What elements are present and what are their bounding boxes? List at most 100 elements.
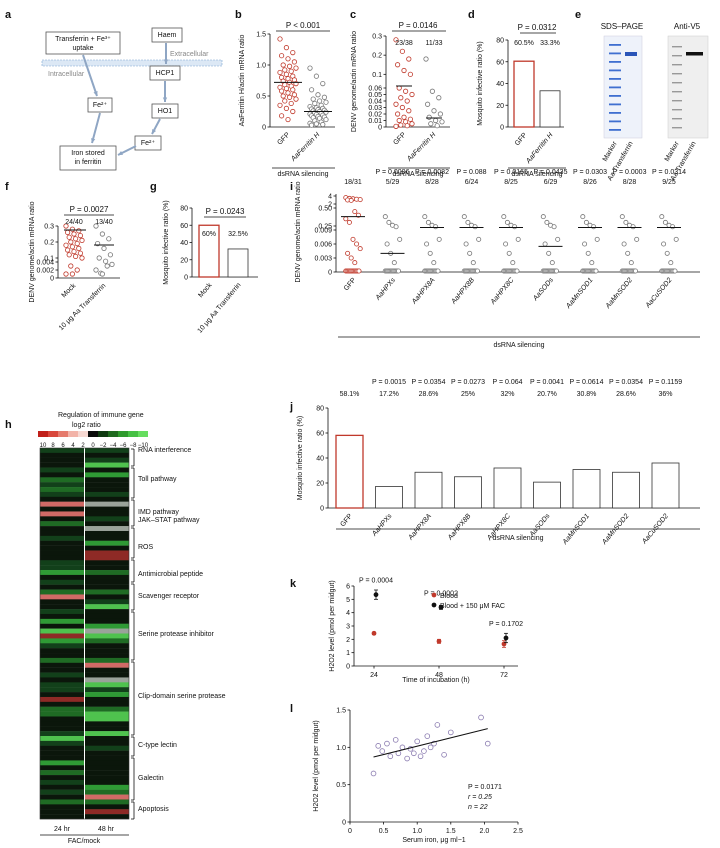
panel-l-point: [370, 770, 377, 777]
heatmap-cell: [85, 692, 129, 698]
heatmap-cell: [40, 667, 84, 673]
panel-i-point: [661, 241, 667, 247]
panel-b-point: [283, 45, 289, 51]
heatmap-cell: [85, 750, 129, 756]
panel-c-point: [437, 111, 443, 117]
panel-d-y-tick-label: 80: [496, 38, 504, 45]
panel-i-point: [424, 241, 430, 247]
heatmap-cell: [85, 672, 129, 678]
panel-f-point: [63, 271, 69, 277]
panel-i-point: [591, 224, 597, 230]
panel-g-y-tick-label: 40: [180, 240, 188, 247]
panel-j-value-label: 20.7%: [537, 391, 557, 398]
western-blot: [667, 35, 709, 139]
panel-f-point: [69, 244, 76, 250]
hcp1-text: HCP1: [156, 70, 175, 77]
heatmap-cell: [85, 696, 129, 703]
panel-i-point: [461, 214, 467, 220]
panel-l-y-tick-label: 0.5: [336, 782, 346, 789]
panel-b-point: [278, 88, 285, 94]
heatmap-cell: [85, 662, 129, 668]
panel-i-pvalue: P = 0.088: [456, 169, 486, 176]
heatmap-cell: [40, 555, 84, 561]
panel-i-point: [501, 214, 507, 220]
heatmap-cell: [85, 726, 129, 732]
panel-i-y-tick-label: 0.003: [314, 256, 332, 263]
arrow-ho1-fe2-head: [152, 129, 157, 134]
panel-c-y-tick-label: 0.02: [368, 112, 382, 119]
panel-k-y-tick-label: 3: [346, 624, 350, 631]
ferritin-store-box: [59, 145, 117, 171]
panel-c-x-tick-label: AaFerritin H: [405, 131, 438, 164]
panel-j-value-label: 32%: [500, 391, 514, 398]
heatmap-frame: [39, 447, 130, 820]
heatmap-cell: [85, 457, 129, 463]
heatmap-cell: [85, 765, 129, 771]
heatmap-cell: [40, 784, 84, 790]
heatmap-cell: [40, 740, 84, 746]
panel-b-point: [278, 53, 285, 59]
panel-b-point: [282, 98, 288, 104]
heatmap-cell: [85, 540, 129, 546]
heatmap-cell: [85, 682, 129, 688]
panel-b-point: [312, 100, 318, 107]
panel-i-x-tick-label: GFP: [343, 277, 358, 293]
heatmap-footer: FAC/mock: [68, 838, 101, 845]
panel-i-point: [589, 260, 595, 266]
panel-f-pvalue: P = 0.0027: [70, 205, 109, 214]
panel-f-point: [73, 253, 79, 259]
panel-l-x-tick-label: 0.5: [379, 828, 389, 835]
panel-c-point: [398, 95, 404, 101]
heatmap-cell: [40, 731, 84, 737]
arrow-fe2-ferritin: [91, 112, 101, 144]
panel-l-y-tick-label: 1.0: [336, 745, 346, 752]
panel-i-x-tick-label: AaHPX8A: [410, 277, 436, 307]
panel-i-point: [540, 214, 546, 220]
panel-c-y-tick-label: 0.2: [372, 53, 382, 60]
panel-i-y-tick-label: 2: [328, 202, 332, 209]
haem-text: Haem: [158, 32, 177, 39]
heatmap-category-label: JAK–STAT pathway: [138, 517, 200, 524]
heatmap-cell: [85, 789, 129, 795]
heatmap-cell: [40, 535, 84, 541]
panel-j-pvalue: P = 0.0273: [451, 379, 485, 386]
panel-l-point: [384, 740, 390, 747]
heatmap-column-label: 48 hr: [98, 826, 115, 833]
panel-f-y-tick-label: 0.1: [44, 256, 54, 263]
blot-marker-band: [672, 100, 682, 102]
marker-band: [609, 120, 621, 123]
heatmap-cell: [85, 618, 129, 624]
panel-i-point: [555, 236, 561, 242]
panel-b-point: [291, 59, 297, 65]
color-scale-swatch: [78, 431, 88, 437]
heatmap-cell: [40, 545, 84, 551]
lane-label: Marker: [602, 140, 619, 163]
panel-i-point: [515, 236, 521, 242]
panel-i-point: [354, 241, 360, 247]
panel-label-h: h: [5, 419, 12, 431]
panel-f-point: [69, 271, 76, 277]
panel-f-point: [68, 263, 74, 269]
panel-b-point: [285, 90, 291, 96]
panel-f-point: [99, 271, 106, 277]
heatmap-cell: [40, 565, 84, 571]
panel-b-point: [277, 102, 283, 108]
panel-f-point: [66, 252, 72, 258]
panel-k-legend-label: Blood + 150 μM FAC: [440, 603, 505, 610]
panel-l-point: [427, 744, 434, 751]
panel-c-point: [402, 88, 409, 94]
panel-k-pvalue: P = 0.0002: [424, 590, 458, 597]
heatmap-cell: [40, 594, 84, 600]
panel-c-group-label: dsRNA silencing: [393, 171, 444, 178]
heatmap-cell: [40, 653, 84, 659]
panel-i-count: 18/31: [344, 179, 362, 186]
panel-g-pvalue: P = 0.0243: [206, 207, 245, 216]
panel-l-xlabel: Serum iron, μg ml−1: [402, 837, 465, 844]
panel-c-point: [406, 56, 412, 62]
heatmap-cell: [85, 604, 129, 610]
heatmap-cell: [40, 643, 84, 649]
heatmap-cell: [40, 696, 84, 703]
panel-i-y-tick-label: 0.006: [314, 242, 332, 249]
heatmap-category-label: Toll pathway: [138, 476, 177, 483]
panel-c-y-tick-label: 0: [378, 125, 382, 132]
